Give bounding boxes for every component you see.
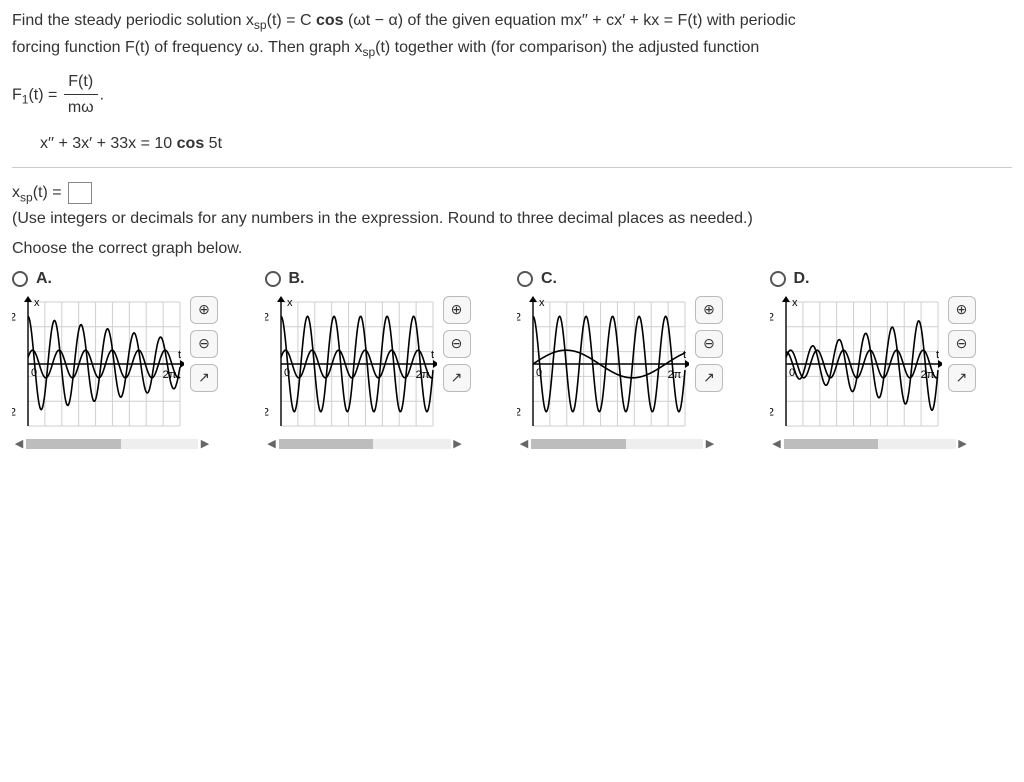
svg-text:2π: 2π	[668, 369, 682, 381]
zoom-out-icon[interactable]: ⊖	[443, 330, 471, 358]
svg-text:x: x	[34, 297, 40, 309]
svg-text:0: 0	[31, 367, 37, 379]
option-label-D: D.	[794, 270, 810, 288]
graph-scrollbar[interactable]: ◀▶	[12, 436, 212, 452]
option-label-C: C.	[541, 270, 557, 288]
graph-scrollbar[interactable]: ◀▶	[770, 436, 970, 452]
svg-text:x: x	[287, 297, 293, 309]
popout-icon[interactable]: ↗	[948, 364, 976, 392]
graph-D: 2 -2 2π 0 t x	[770, 294, 942, 434]
svg-text:0: 0	[536, 367, 542, 379]
graph-A: 2 -2 2π 0 t x	[12, 294, 184, 434]
svg-text:-2: -2	[770, 407, 774, 419]
given-equation: x′′ + 3x′ + 33x = 10 cos 5t	[40, 131, 1012, 157]
zoom-out-icon[interactable]: ⊖	[695, 330, 723, 358]
problem-statement: Find the steady periodic solution xsp(t)…	[12, 8, 1012, 157]
answer-hint: (Use integers or decimals for any number…	[12, 210, 1012, 228]
graph-scrollbar[interactable]: ◀▶	[517, 436, 717, 452]
zoom-in-icon[interactable]: ⊕	[948, 296, 976, 324]
svg-text:-2: -2	[12, 407, 16, 419]
scroll-left-icon[interactable]: ◀	[12, 437, 26, 451]
scroll-right-icon[interactable]: ▶	[703, 437, 717, 451]
svg-text:2: 2	[265, 311, 269, 323]
svg-text:t: t	[683, 349, 686, 361]
svg-text:x: x	[792, 297, 798, 309]
divider	[12, 167, 1012, 168]
svg-text:x: x	[539, 297, 545, 309]
svg-text:2π: 2π	[163, 369, 177, 381]
option-A: A.2-22π0tx⊕⊖↗◀▶	[12, 270, 255, 452]
svg-text:2π: 2π	[415, 369, 429, 381]
zoom-out-icon[interactable]: ⊖	[948, 330, 976, 358]
option-label-B: B.	[289, 270, 305, 288]
svg-text:t: t	[178, 349, 181, 361]
zoom-in-icon[interactable]: ⊕	[443, 296, 471, 324]
graph-B: 2 -2 2π 0 t x	[265, 294, 437, 434]
scroll-right-icon[interactable]: ▶	[956, 437, 970, 451]
svg-text:2: 2	[770, 311, 774, 323]
radio-C[interactable]	[517, 271, 533, 287]
svg-text:2: 2	[12, 311, 16, 323]
scroll-right-icon[interactable]: ▶	[198, 437, 212, 451]
graph-C: 2 -2 2π 0 t x	[517, 294, 689, 434]
svg-text:0: 0	[284, 367, 290, 379]
scroll-right-icon[interactable]: ▶	[451, 437, 465, 451]
fraction-F-over-mw: F(t) mω	[64, 69, 98, 121]
svg-text:t: t	[936, 349, 939, 361]
zoom-in-icon[interactable]: ⊕	[695, 296, 723, 324]
option-B: B.2-22π0tx⊕⊖↗◀▶	[265, 270, 508, 452]
svg-text:-2: -2	[517, 407, 521, 419]
graph-options: A.2-22π0tx⊕⊖↗◀▶B.2-22π0tx⊕⊖↗◀▶C.2-22π0tx…	[12, 270, 1012, 452]
radio-A[interactable]	[12, 271, 28, 287]
popout-icon[interactable]: ↗	[695, 364, 723, 392]
svg-text:t: t	[431, 349, 434, 361]
scroll-left-icon[interactable]: ◀	[770, 437, 784, 451]
answer-input[interactable]	[68, 182, 92, 204]
svg-text:-2: -2	[265, 407, 269, 419]
option-D: D.2-22π0tx⊕⊖↗◀▶	[770, 270, 1013, 452]
graph-scrollbar[interactable]: ◀▶	[265, 436, 465, 452]
zoom-out-icon[interactable]: ⊖	[190, 330, 218, 358]
option-label-A: A.	[36, 270, 52, 288]
zoom-in-icon[interactable]: ⊕	[190, 296, 218, 324]
choose-graph-label: Choose the correct graph below.	[12, 240, 1012, 258]
popout-icon[interactable]: ↗	[190, 364, 218, 392]
radio-D[interactable]	[770, 271, 786, 287]
scroll-left-icon[interactable]: ◀	[265, 437, 279, 451]
popout-icon[interactable]: ↗	[443, 364, 471, 392]
radio-B[interactable]	[265, 271, 281, 287]
svg-text:0: 0	[789, 367, 795, 379]
svg-text:2π: 2π	[920, 369, 934, 381]
option-C: C.2-22π0tx⊕⊖↗◀▶	[517, 270, 760, 452]
svg-text:2: 2	[517, 311, 521, 323]
answer-prompt: xsp(t) =	[12, 182, 1012, 204]
scroll-left-icon[interactable]: ◀	[517, 437, 531, 451]
